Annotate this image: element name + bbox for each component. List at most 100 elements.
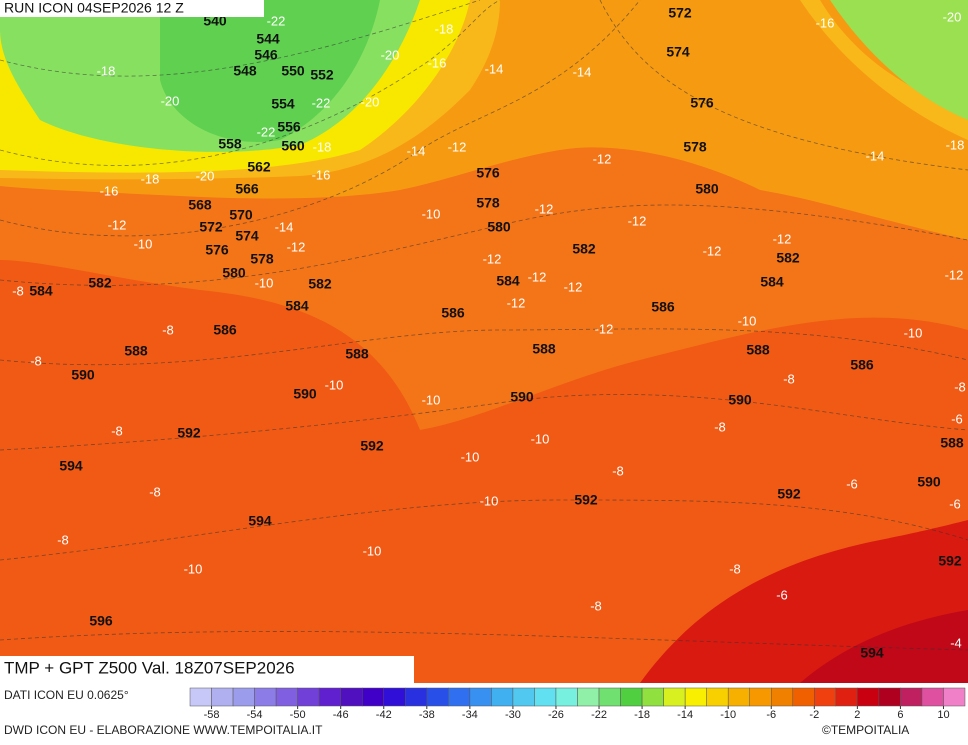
temp-label: -10: [480, 493, 499, 508]
temp-label: -20: [161, 93, 180, 108]
contour: [0, 631, 968, 651]
colorbar-tick-label: -58: [204, 709, 220, 721]
temp-label: -10: [738, 313, 757, 328]
height-label: 570: [229, 207, 253, 223]
colorbar-swatch: [189, 687, 212, 707]
height-label: 590: [71, 367, 95, 383]
colorbar-swatch: [921, 687, 944, 707]
height-label: 560: [281, 138, 305, 154]
colorbar-swatch: [598, 687, 621, 707]
contour: [0, 394, 968, 451]
height-label: 596: [89, 613, 113, 629]
temp-label: -12: [507, 295, 526, 310]
temp-label: -12: [773, 231, 792, 246]
height-label: 544: [256, 31, 280, 47]
temp-label: -14: [407, 143, 426, 158]
temp-label: -8: [149, 484, 161, 499]
temp-label: -20: [943, 9, 962, 24]
temp-label: -20: [361, 94, 380, 109]
colorbar-swatch: [211, 687, 234, 707]
height-label: 592: [777, 486, 801, 502]
height-label: 562: [247, 159, 271, 175]
temp-label: -14: [275, 219, 294, 234]
temp-label: -12: [528, 269, 547, 284]
height-label: 594: [59, 458, 83, 474]
height-label: 588: [746, 342, 770, 358]
temp-label: -8: [57, 532, 69, 547]
colorbar-tick-label: -26: [548, 709, 564, 721]
height-label: 568: [188, 197, 212, 213]
field-green-dark: [160, 0, 380, 142]
height-label: 552: [310, 67, 334, 83]
contours: [0, 0, 968, 651]
temp-label: -4: [950, 635, 962, 650]
height-label: 576: [205, 242, 229, 258]
temp-label: -14: [866, 148, 885, 163]
height-label: 582: [88, 275, 112, 291]
height-label: 594: [860, 645, 884, 661]
height-label: 572: [668, 5, 692, 21]
colorbar-swatch: [663, 687, 686, 707]
height-label: 574: [666, 44, 690, 60]
colorbar-tick-label: -46: [333, 709, 349, 721]
temp-label: -6: [846, 476, 858, 491]
height-label: 578: [250, 251, 274, 267]
temp-label: -8: [954, 379, 966, 394]
temp-label: -22: [267, 13, 286, 28]
height-label: 588: [345, 346, 369, 362]
temp-label: -8: [612, 463, 624, 478]
colorbar-swatch: [383, 687, 406, 707]
field-dark-red: [800, 610, 968, 683]
height-label: 584: [285, 298, 309, 314]
temp-label: -6: [776, 587, 788, 602]
colorbar-swatch: [405, 687, 428, 707]
temp-label: -14: [485, 61, 504, 76]
colorbar-tick-label: -30: [505, 709, 521, 721]
temp-label: -8: [162, 322, 174, 337]
colorbar-swatch: [684, 687, 707, 707]
temp-label: -12: [108, 217, 127, 232]
temp-label: -10: [461, 449, 480, 464]
contour: [0, 204, 968, 286]
colorbar-tick-label: -14: [677, 709, 693, 721]
colorbar-tick-label: -22: [591, 709, 607, 721]
temp-label: -10: [255, 275, 274, 290]
colorbar-swatch: [361, 687, 385, 707]
height-label: 588: [124, 343, 148, 359]
temp-label: -18: [97, 63, 116, 78]
colorbar-tick-label: 10: [937, 709, 949, 721]
colorbar-swatch: [835, 687, 858, 707]
height-label: 554: [271, 96, 295, 112]
temperature-field: [0, 0, 968, 683]
height-label: 588: [532, 341, 556, 357]
colorbar-swatch: [749, 687, 772, 707]
colorbar-swatch: [857, 687, 880, 707]
temp-label: -16: [312, 167, 331, 182]
height-label: 586: [850, 357, 874, 373]
height-label: 592: [574, 492, 598, 508]
temp-label: -18: [946, 137, 965, 152]
colorbar-swatch: [512, 687, 535, 707]
height-label: 576: [690, 95, 714, 111]
height-label: 558: [218, 136, 242, 152]
colorbar-swatch: [254, 687, 277, 707]
height-label: 590: [728, 392, 752, 408]
temp-label: -10: [422, 392, 441, 407]
temp-label: -12: [448, 139, 467, 154]
colorbar-swatch: [297, 687, 320, 707]
height-label: 584: [496, 273, 520, 289]
temp-label: -18: [435, 21, 454, 36]
height-label: 590: [917, 474, 941, 490]
temp-label: -16: [816, 15, 835, 30]
temp-label: -10: [904, 325, 923, 340]
temp-label: -12: [595, 321, 614, 336]
temp-label: -18: [141, 171, 160, 186]
height-label: 582: [308, 276, 332, 292]
temp-label: -8: [30, 353, 42, 368]
colorbar-tick-label: -18: [634, 709, 650, 721]
temp-label: -12: [535, 201, 554, 216]
temp-label: -12: [945, 267, 964, 282]
height-label: 566: [235, 181, 259, 197]
